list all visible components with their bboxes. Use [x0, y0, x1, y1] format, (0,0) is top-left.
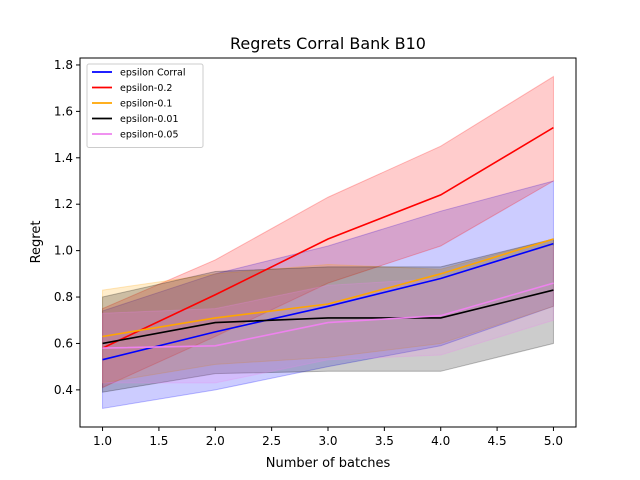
y-tick-label: 1.2	[54, 197, 73, 211]
x-tick-label: 3.0	[318, 434, 337, 448]
x-tick-label: 3.5	[375, 434, 394, 448]
y-tick-label: 1.6	[54, 104, 73, 118]
legend-label: epsilon-0.2	[120, 83, 172, 94]
line-epsilon-0-1	[102, 238, 554, 338]
x-tick-label: 2.0	[206, 434, 225, 448]
chart-title: Regrets Corral Bank B10	[230, 34, 426, 53]
x-axis-label: Number of batches	[266, 456, 391, 471]
y-tick-label: 0.4	[54, 383, 73, 397]
y-axis-ticks: 0.4 0.6 0.8 1.0 1.2 1.4 1.6 1.8	[54, 58, 80, 397]
x-tick-label: 4.0	[431, 434, 450, 448]
y-tick-label: 1.0	[54, 244, 73, 258]
legend: epsilon Corral epsilon-0.2 epsilon-0.1 epsi…	[86, 63, 204, 148]
y-tick-label: 1.4	[54, 151, 73, 165]
x-tick-label: 1.5	[149, 434, 168, 448]
x-tick-label: 1.0	[93, 434, 112, 448]
line-epsilon-corral	[102, 242, 554, 361]
y-tick-label: 0.6	[54, 336, 73, 350]
x-tick-label: 2.5	[262, 434, 281, 448]
line-epsilon-0-05	[102, 282, 554, 349]
line-epsilon-0-01	[102, 289, 554, 345]
y-tick-label: 1.8	[54, 58, 73, 72]
legend-box	[86, 63, 204, 148]
x-tick-label: 4.5	[488, 434, 507, 448]
band-epsilon-corral	[102, 180, 554, 410]
legend-label: epsilon-0.05	[120, 130, 179, 141]
band-epsilon-0-2	[102, 75, 554, 389]
legend-label: epsilon-0.01	[120, 114, 179, 125]
legend-label: epsilon-0.1	[120, 99, 172, 110]
line-epsilon-0-2	[102, 126, 554, 349]
series-lines	[102, 126, 554, 361]
y-axis-label: Regret	[29, 221, 44, 264]
band-epsilon-0-05	[102, 245, 554, 384]
legend-label: epsilon Corral	[120, 68, 186, 79]
x-axis-ticks: 1.0 1.5 2.0 2.5 3.0 3.5 4.0 4.5 5.0	[93, 427, 563, 448]
band-epsilon-0-1	[102, 238, 554, 384]
confidence-bands	[102, 75, 554, 410]
x-tick-label: 5.0	[544, 434, 563, 448]
y-tick-label: 0.8	[54, 290, 73, 304]
band-epsilon-0-01	[102, 238, 554, 393]
